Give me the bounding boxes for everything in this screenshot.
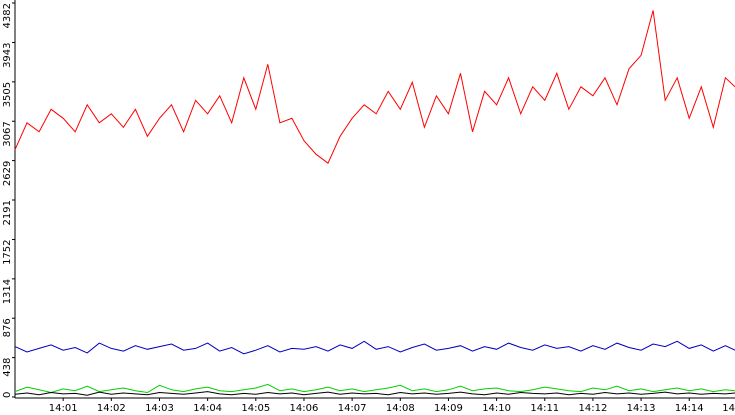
y-tick-label: 1314 [2,279,13,304]
x-tick-label: 14:05 [241,403,270,414]
series-line [14,383,735,394]
x-tick-label: 14:04 [193,403,222,414]
series-line [14,340,735,355]
x-tick-label: 14:11 [530,403,559,414]
y-tick-label: 3505 [2,82,13,107]
x-tick-label: 14:01 [49,403,78,414]
y-tick-label: 876 [2,318,13,337]
series-line [14,391,735,396]
y-tick-label: 4382 [2,3,13,28]
x-tick-label: 14:06 [290,403,319,414]
x-tick-label: 14:02 [97,403,126,414]
x-tick-label: 14:03 [145,403,174,414]
y-tick-label: 3943 [2,42,13,67]
x-tick-label: 14:14 [675,403,704,414]
y-tick-label: 0 [2,392,13,398]
x-tick-label: 14:07 [338,403,367,414]
series-line [14,10,735,164]
x-tick-label: 14:09 [434,403,463,414]
y-tick-label: 2629 [2,161,13,186]
x-tick-label: 14:13 [627,403,656,414]
x-tick-label: 14 [722,403,735,414]
y-tick-label: 438 [2,358,13,377]
y-tick-label: 3067 [2,121,13,146]
x-tick-label: 14:12 [579,403,608,414]
x-tick-label: 14:08 [386,403,415,414]
x-tick-label: 14:10 [482,403,511,414]
y-tick-label: 2191 [2,200,13,225]
y-tick-label: 1752 [2,239,13,264]
